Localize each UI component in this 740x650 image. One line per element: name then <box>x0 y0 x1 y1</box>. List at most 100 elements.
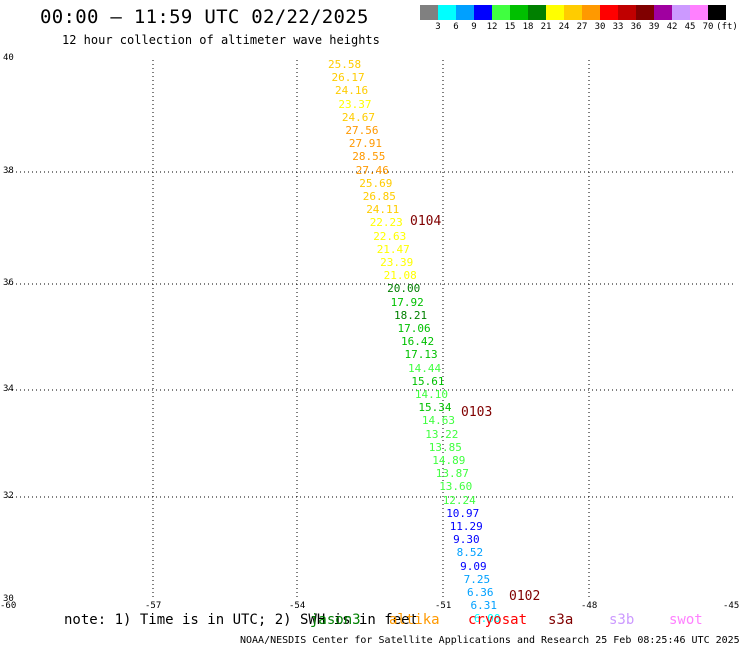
wave-height-value: 14.89 <box>432 454 466 467</box>
y-tick-label: 34 <box>3 384 14 394</box>
wave-height-value: 14.44 <box>408 361 442 375</box>
legend-level-label: 42 <box>666 22 678 32</box>
y-tick-label: 36 <box>3 278 14 288</box>
wave-height-value: 17.06 <box>397 322 431 335</box>
legend-swatch <box>474 5 492 20</box>
x-tick-label: -57 <box>145 601 162 611</box>
wave-height-value: 23.37 <box>338 97 372 111</box>
wave-height-value: 15.34 <box>418 401 452 415</box>
wave-height-value: 14.10 <box>414 388 449 401</box>
wave-height-value: 21.47 <box>376 242 410 256</box>
wave-height-value: 25.58 <box>328 58 362 71</box>
legend-level-label: 70 <box>702 22 714 32</box>
wave-height-value: 22.63 <box>373 229 407 243</box>
satellite-label-jason3: jason3 <box>310 612 361 628</box>
satellite-label-cryosat: cryosat <box>468 612 528 628</box>
x-tick-label: -48 <box>581 601 598 611</box>
wave-height-value: 25.69 <box>359 176 393 190</box>
satellite-label-s3b: s3b <box>609 612 635 628</box>
wave-height-value: 28.55 <box>352 150 386 164</box>
satellite-label-altika: altika <box>389 612 440 628</box>
page-title: 00:00 – 11:59 UTC 02/22/2025 <box>40 6 369 28</box>
legend-level-label: 9 <box>471 22 477 32</box>
wave-height-value: 26.17 <box>331 71 365 85</box>
y-tick-label: 40 <box>3 53 14 63</box>
satellite-label-swot: swot <box>669 612 703 628</box>
legend-level-label: 6 <box>453 22 459 32</box>
wave-height-value: 23.39 <box>380 256 414 269</box>
legend-level-label: 3 <box>435 22 441 32</box>
satellite-label-s3a: s3a <box>548 612 574 628</box>
y-tick-label: 30 <box>3 594 14 604</box>
track-label-0102: 0102 <box>509 589 541 604</box>
wave-height-value: 13.60 <box>439 480 473 494</box>
wave-height-value: 22.23 <box>369 216 403 230</box>
wave-height-value: 6.31 <box>470 599 498 613</box>
wave-height-value: 17.92 <box>390 295 424 309</box>
wave-height-value: 27.46 <box>355 163 389 177</box>
legend-level-label: 45 <box>684 22 696 32</box>
track-label-0104: 0104 <box>410 214 442 229</box>
wave-height-value: 27.91 <box>348 137 383 151</box>
wave-height-value: 24.67 <box>341 110 376 124</box>
wave-height-value: 13.85 <box>428 440 462 454</box>
legend-swatch <box>510 5 528 20</box>
wave-height-value: 14.63 <box>421 414 456 428</box>
legend-swatch <box>636 5 654 20</box>
footnote: note: 1) Time is in UTC; 2) SWH is in fe… <box>64 612 419 628</box>
legend-level-label: 18 <box>522 22 534 32</box>
legend-swatch <box>654 5 672 20</box>
wave-height-value: 21.08 <box>383 269 417 283</box>
wave-height-value: 24.16 <box>335 84 369 98</box>
wave-height-value: 13.87 <box>435 467 469 481</box>
wave-height-value: 16.42 <box>401 335 435 349</box>
x-tick-label: -60 <box>0 601 17 611</box>
legend-swatch <box>672 5 690 20</box>
legend-level-label: 24 <box>558 22 570 32</box>
legend-level-label: 39 <box>648 22 660 32</box>
wave-height-value: 26.85 <box>362 190 396 203</box>
wave-height-value: 7.25 <box>463 572 491 586</box>
wave-height-value: 24.11 <box>366 203 400 217</box>
x-tick-label: -51 <box>435 601 452 611</box>
legend-level-label: 33 <box>612 22 624 32</box>
y-tick-label: 38 <box>3 166 14 176</box>
page-subtitle: 12 hour collection of altimeter wave hei… <box>62 33 380 47</box>
legend-level-label: 21 <box>540 22 552 32</box>
legend-swatch <box>618 5 636 20</box>
legend-level-label: 12 <box>486 22 498 32</box>
x-tick-label: -54 <box>289 601 306 611</box>
wave-height-value: 20.00 <box>387 282 421 296</box>
x-tick-label: -45 <box>723 601 740 611</box>
wave-height-value: 9.30 <box>453 533 480 547</box>
wave-height-value: 8.52 <box>456 546 484 560</box>
legend-swatch <box>564 5 582 20</box>
wave-height-value: 9.09 <box>460 559 487 573</box>
wave-height-value: 17.13 <box>404 348 438 362</box>
wave-height-value: 18.21 <box>394 308 428 322</box>
y-tick-label: 32 <box>3 491 14 501</box>
wave-height-value: 11.29 <box>449 520 483 533</box>
legend-swatch <box>708 5 726 20</box>
legend-swatch <box>456 5 474 20</box>
legend-swatch <box>582 5 600 20</box>
wave-height-value: 27.56 <box>345 124 379 137</box>
wave-height-value: 6.00 <box>474 612 501 626</box>
legend-swatch <box>600 5 618 20</box>
legend-swatch <box>528 5 546 20</box>
legend-unit: (ft) <box>716 22 738 32</box>
legend-level-label: 27 <box>576 22 588 32</box>
wave-height-value: 15.61 <box>411 374 445 388</box>
wave-height-value: 10.97 <box>446 506 480 520</box>
legend-swatch <box>492 5 510 20</box>
credit-line: NOAA/NESDIS Center for Satellite Applica… <box>240 635 740 646</box>
legend-level-label: 15 <box>504 22 516 32</box>
track-label-0103: 0103 <box>461 405 493 420</box>
legend-swatch <box>546 5 564 20</box>
legend-level-label: 36 <box>630 22 642 32</box>
legend-level-label: 30 <box>594 22 606 32</box>
legend-swatch <box>420 5 438 20</box>
wave-height-value: 12.24 <box>442 493 476 507</box>
wave-height-value: 13.22 <box>425 427 459 441</box>
legend-swatch <box>438 5 456 20</box>
